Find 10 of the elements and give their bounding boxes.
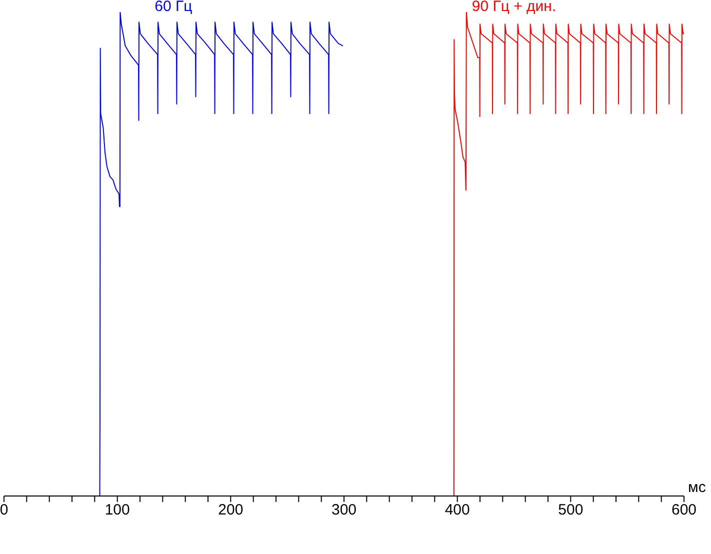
series-label: 90 Гц + дин. [472,0,556,15]
x-tick-label: 400 [444,502,470,519]
x-tick-label: 500 [558,502,584,519]
x-axis-title: мс [688,479,706,496]
x-tick-label: 0 [0,502,8,519]
x-tick-label: 300 [331,502,357,519]
x-tick-label: 600 [671,502,697,519]
x-tick-label: 200 [218,502,244,519]
x-tick-label: 100 [104,502,130,519]
series-label: 60 Гц [154,0,192,15]
